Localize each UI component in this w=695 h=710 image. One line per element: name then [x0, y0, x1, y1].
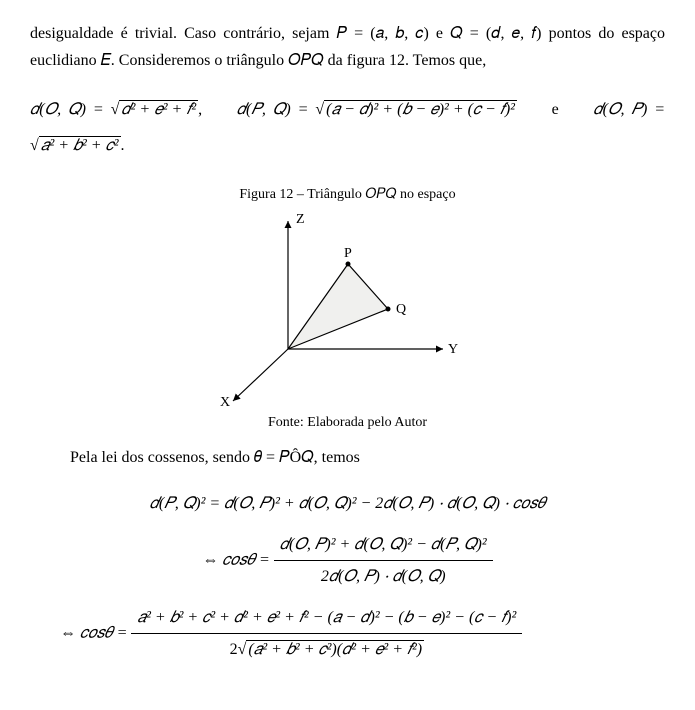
eq4-lead: ⇔ 𝑐𝑜𝑠𝜃 = — [60, 624, 131, 641]
eq4-denominator: 2 (𝑎² + 𝑏² + 𝑐²)(𝑑² + 𝑒² + 𝑓²) — [131, 634, 522, 663]
eq4-fraction: 𝑎² + 𝑏² + 𝑐² + 𝑑² + 𝑒² + 𝑓² − (𝑎 − 𝑑)² −… — [131, 604, 522, 663]
figure-12: Figura 12 – Triângulo 𝑂𝑃𝑄 no espaço Z Y … — [30, 183, 665, 435]
figure-source: Fonte: Elaborada pelo Autor — [30, 411, 665, 435]
point-p-label: P — [344, 246, 352, 261]
sqrt-doq-body: 𝑑² + 𝑒² + 𝑓² — [119, 100, 198, 118]
figure-caption: Figura 12 – Triângulo 𝑂𝑃𝑄 no espaço — [30, 183, 665, 207]
eq4-sqrt: (𝑎² + 𝑏² + 𝑐²)(𝑑² + 𝑒² + 𝑓²) — [238, 636, 425, 663]
axis-z-label: Z — [296, 212, 305, 227]
eq3-lead: ⇔ 𝑐𝑜𝑠𝜃 = — [202, 551, 273, 568]
connector-e: e — [552, 101, 559, 118]
axis-x-label: X — [220, 395, 230, 409]
eq1-period: . — [121, 137, 125, 154]
sqrt-dop: 𝑎² + 𝑏² + 𝑐² — [30, 128, 121, 163]
paragraph-intro: desigualdade é trivial. Caso contrário, … — [30, 20, 665, 74]
eq-cos-theta-1: ⇔ 𝑐𝑜𝑠𝜃 = 𝑑(𝑂, 𝑃)² + 𝑑(𝑂, 𝑄)² − 𝑑(𝑃, 𝑄)² … — [30, 531, 665, 590]
eq-cos-theta-2: ⇔ 𝑐𝑜𝑠𝜃 = 𝑎² + 𝑏² + 𝑐² + 𝑑² + 𝑒² + 𝑓² − (… — [30, 604, 665, 663]
sqrt-dop-body: 𝑎² + 𝑏² + 𝑐² — [39, 136, 121, 154]
triangle-diagram: Z Y X P Q — [218, 209, 478, 409]
eq3-numerator: 𝑑(𝑂, 𝑃)² + 𝑑(𝑂, 𝑄)² − 𝑑(𝑃, 𝑄)² — [274, 531, 493, 561]
sqrt-dpq: (𝑎 − 𝑑)² + (𝑏 − 𝑒)² + (𝑐 − 𝑓)² — [315, 92, 517, 127]
eq3-fraction: 𝑑(𝑂, 𝑃)² + 𝑑(𝑂, 𝑄)² − 𝑑(𝑃, 𝑄)² 2𝑑(𝑂, 𝑃) … — [274, 531, 493, 590]
sqrt-doq: 𝑑² + 𝑒² + 𝑓² — [111, 92, 199, 127]
eq-law-of-cosines: 𝑑(𝑃, 𝑄)² = 𝑑(𝑂, 𝑃)² + 𝑑(𝑂, 𝑄)² − 2𝑑(𝑂, 𝑃… — [30, 490, 665, 517]
eq-dpq-lhs: 𝑑(𝑃, 𝑄) = — [237, 101, 316, 118]
eq4-den-two: 2 — [230, 641, 238, 658]
eq4-sqrt-body: (𝑎² + 𝑏² + 𝑐²)(𝑑² + 𝑒² + 𝑓²) — [246, 640, 424, 658]
sqrt-dpq-body: (𝑎 − 𝑑)² + (𝑏 − 𝑒)² + (𝑐 − 𝑓)² — [324, 100, 517, 118]
point-q-label: Q — [396, 302, 406, 317]
eq4-numerator: 𝑎² + 𝑏² + 𝑐² + 𝑑² + 𝑒² + 𝑓² − (𝑎 − 𝑑)² −… — [131, 604, 522, 634]
distance-equations: 𝑑(𝑂, 𝑄) = 𝑑² + 𝑒² + 𝑓², 𝑑(𝑃, 𝑄) = (𝑎 − 𝑑… — [30, 92, 665, 162]
eq-doq-lhs: 𝑑(𝑂, 𝑄) = — [30, 101, 111, 118]
eq-dop-lhs: 𝑑(𝑂, 𝑃) = — [593, 101, 665, 118]
axis-y-label: Y — [448, 342, 458, 357]
eq3-denominator: 2𝑑(𝑂, 𝑃) ⋅ 𝑑(𝑂, 𝑄) — [274, 561, 493, 590]
paragraph-cosine-law: Pela lei dos cossenos, sendo 𝜃 = 𝑃Ô𝑄, te… — [30, 444, 665, 471]
